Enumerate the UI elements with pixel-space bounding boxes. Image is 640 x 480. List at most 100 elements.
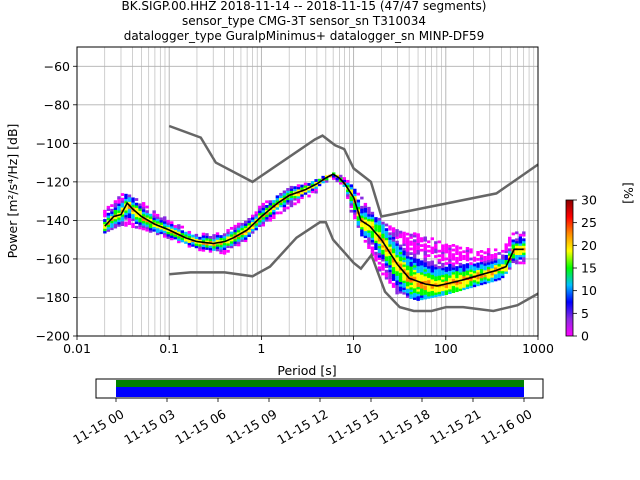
density-cell [110, 211, 114, 214]
density-cell [155, 220, 160, 224]
density-cell [391, 238, 396, 242]
density-cell [134, 225, 139, 229]
density-cell [310, 185, 315, 189]
density-cell [469, 266, 473, 270]
density-cell [261, 207, 265, 211]
density-cell [522, 254, 526, 258]
density-cell [437, 291, 442, 295]
density-cell [504, 259, 508, 263]
density-cell [367, 213, 371, 217]
density-cell [381, 249, 385, 253]
timeline-tick-label: 11-15 18 [376, 406, 432, 447]
density-cell [282, 199, 287, 203]
density-cell [465, 281, 470, 285]
density-cell [177, 226, 181, 230]
density-cell [275, 199, 280, 203]
density-cell [391, 278, 396, 281]
density-cell [476, 253, 480, 257]
density-cell [138, 203, 142, 207]
density-cell [388, 246, 392, 250]
density-cell [265, 200, 269, 204]
density-cell [518, 242, 522, 246]
density-cell [416, 295, 420, 299]
density-cell [395, 280, 399, 283]
density-cell [412, 250, 417, 254]
density-cell [412, 283, 417, 287]
density-cell [455, 286, 459, 290]
density-cell [486, 255, 491, 258]
density-cell [367, 206, 371, 210]
density-cell [483, 281, 487, 285]
density-cell [356, 215, 361, 219]
density-cell [412, 287, 417, 291]
density-cell [177, 240, 181, 244]
density-cell [131, 222, 135, 226]
density-cell [434, 268, 438, 272]
density-cell [374, 256, 378, 260]
density-cell [163, 216, 167, 220]
density-cell [198, 243, 202, 247]
density-cell [265, 211, 269, 215]
density-cell [127, 215, 132, 219]
density-cell [448, 251, 452, 255]
timeline-tick-label: 11-15 00 [70, 406, 126, 447]
density-cell [398, 270, 403, 273]
density-cell [120, 197, 125, 201]
density-cell [103, 219, 107, 222]
density-cell [141, 218, 146, 222]
density-cell [420, 285, 424, 289]
y-axis-ticks: −60 −80 −100 −120 −140 −160 −180 −200 [36, 59, 77, 344]
density-cell [497, 270, 501, 274]
density-cell [441, 274, 445, 278]
density-cell [469, 264, 473, 268]
density-cell [402, 266, 406, 270]
density-cell [360, 196, 364, 200]
density-cell [441, 269, 445, 273]
density-cell [416, 263, 420, 267]
density-cell [465, 258, 470, 262]
density-cell [342, 184, 346, 187]
density-cell [289, 204, 294, 208]
density-cell [127, 194, 132, 198]
density-cell [384, 235, 389, 238]
density-cell [346, 189, 350, 192]
density-cell [353, 195, 357, 199]
density-cell [163, 227, 167, 231]
density-cell [117, 219, 121, 223]
density-cell [335, 177, 339, 180]
density-cell [423, 250, 427, 254]
density-cell [208, 240, 213, 244]
density-cell [293, 193, 297, 196]
density-cell [388, 280, 392, 284]
density-cell [145, 219, 149, 223]
density-cell [458, 253, 463, 257]
density-cell [374, 228, 378, 232]
density-cell [472, 256, 477, 260]
density-cell [476, 262, 480, 266]
density-cell [254, 218, 258, 222]
density-cell [409, 256, 413, 260]
density-cell [522, 252, 526, 256]
density-cell [310, 183, 315, 187]
density-cell [405, 272, 410, 275]
density-cell [120, 207, 125, 210]
density-cell [198, 241, 202, 245]
density-cell [409, 263, 413, 267]
density-cell [395, 245, 399, 249]
density-cell [423, 296, 427, 300]
density-cell [240, 229, 244, 233]
density-cell [479, 282, 484, 286]
density-cell [437, 279, 442, 283]
density-cell [409, 247, 413, 251]
density-cell [398, 281, 403, 285]
y-tick-label: −80 [44, 97, 70, 112]
density-cell [377, 229, 382, 233]
density-cell [173, 229, 177, 233]
density-cell [339, 179, 343, 183]
density-cell [409, 275, 413, 279]
density-cell [405, 285, 410, 289]
density-cell [268, 211, 273, 215]
density-cell [437, 254, 442, 258]
density-cell [261, 205, 265, 208]
density-cell [423, 257, 427, 261]
